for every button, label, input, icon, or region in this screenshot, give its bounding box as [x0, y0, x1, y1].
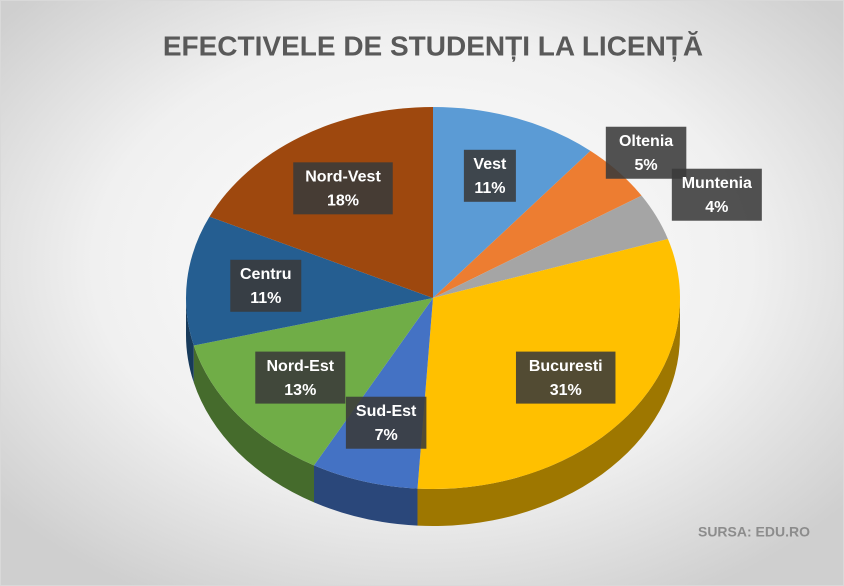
label-name: Sud-Est — [356, 403, 417, 420]
label-name: Oltenia — [619, 133, 673, 150]
label-box — [255, 351, 346, 404]
label-value: 11% — [474, 180, 505, 197]
label-name: Bucuresti — [529, 358, 603, 375]
slice-side — [417, 298, 680, 526]
label-box — [671, 168, 762, 221]
data-label: Nord-Vest 18% — [293, 162, 393, 215]
label-name: Centru — [240, 266, 292, 283]
label-value: 18% — [327, 193, 359, 210]
label-box — [463, 149, 516, 202]
label-value: 11% — [250, 290, 281, 307]
label-box — [230, 259, 302, 312]
data-label: Muntenia 4% — [671, 168, 762, 221]
chart-title: EFECTIVELE DE STUDENȚI LA LICENȚĂ — [163, 30, 703, 61]
data-label: Vest 11% — [463, 149, 516, 202]
label-name: Muntenia — [682, 175, 752, 192]
label-value: 13% — [284, 382, 316, 399]
label-name: Nord-Est — [267, 358, 335, 375]
slice-side — [193, 345, 315, 503]
data-label: Bucuresti 31% — [515, 351, 616, 404]
data-label: Centru 11% — [230, 259, 302, 312]
slice — [433, 150, 642, 298]
label-name: Nord-Vest — [305, 169, 381, 186]
label-value: 31% — [550, 382, 582, 399]
label-box — [515, 351, 616, 404]
data-label: Nord-Est 13% — [255, 351, 346, 404]
slice — [433, 195, 668, 298]
slice-side — [314, 465, 418, 526]
label-box — [293, 162, 393, 215]
label-name: Vest — [473, 156, 507, 173]
label-value: 7% — [375, 427, 398, 444]
label-value: 5% — [635, 157, 658, 174]
slice — [186, 216, 433, 346]
label-value: 4% — [705, 199, 728, 216]
source-note: SURSA: EDU.RO — [698, 524, 810, 540]
label-box — [345, 396, 427, 449]
slice-side — [186, 298, 194, 383]
data-label: Sud-Est 7% — [345, 396, 427, 449]
